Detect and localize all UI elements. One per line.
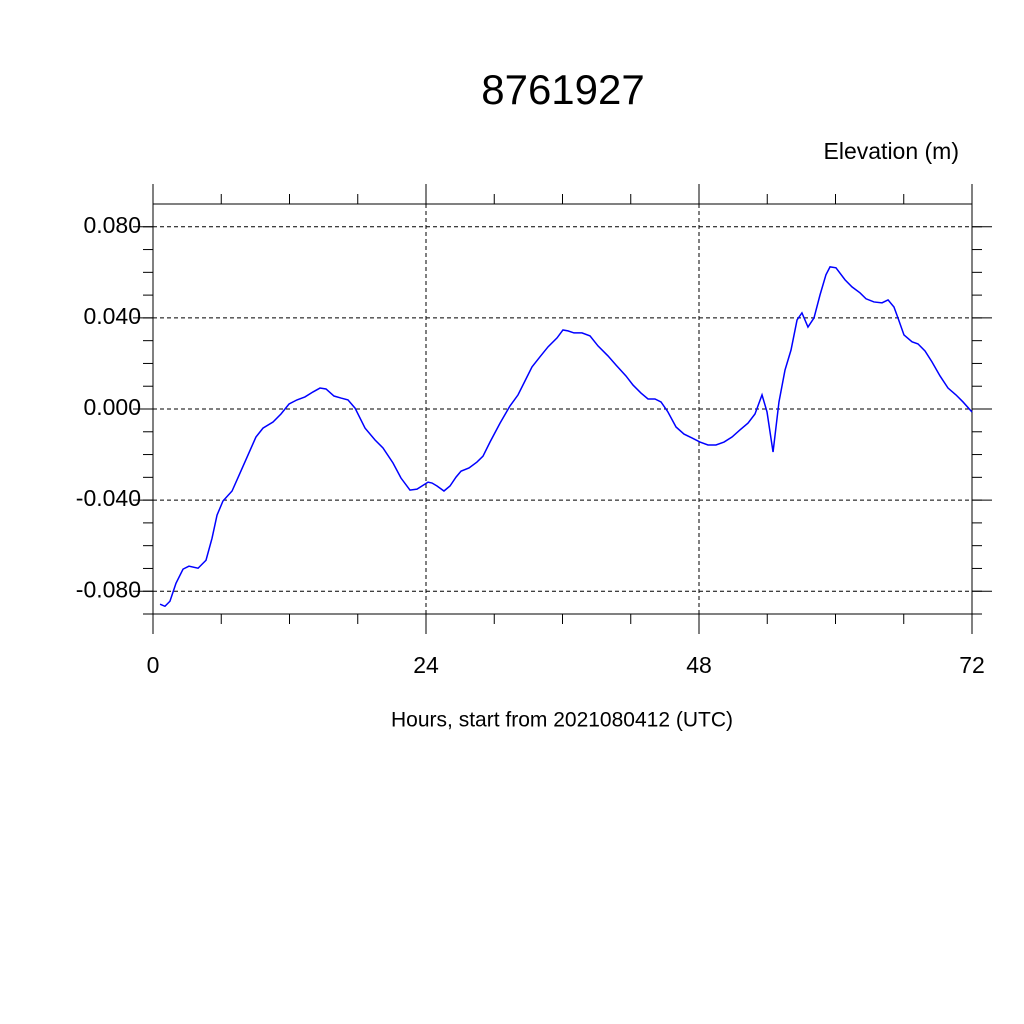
chart-title: 8761927 (481, 66, 645, 113)
y-axis-label: Elevation (m) (824, 138, 959, 164)
x-tick-label: 72 (959, 652, 985, 678)
data-line (159, 266, 973, 608)
y-tick-label: -0.080 (76, 576, 141, 602)
x-tick-label: 48 (686, 652, 712, 678)
y-tick-label: 0.040 (83, 303, 141, 329)
x-tick-label: 0 (147, 652, 160, 678)
x-axis-label: Hours, start from 2021080412 (UTC) (391, 709, 733, 732)
y-tick-label: -0.040 (76, 485, 141, 511)
y-tick-label: 0.000 (83, 394, 141, 420)
x-tick-label: 24 (413, 652, 439, 678)
plot-frame (152, 203, 973, 615)
y-tick-label: 0.080 (83, 212, 141, 238)
